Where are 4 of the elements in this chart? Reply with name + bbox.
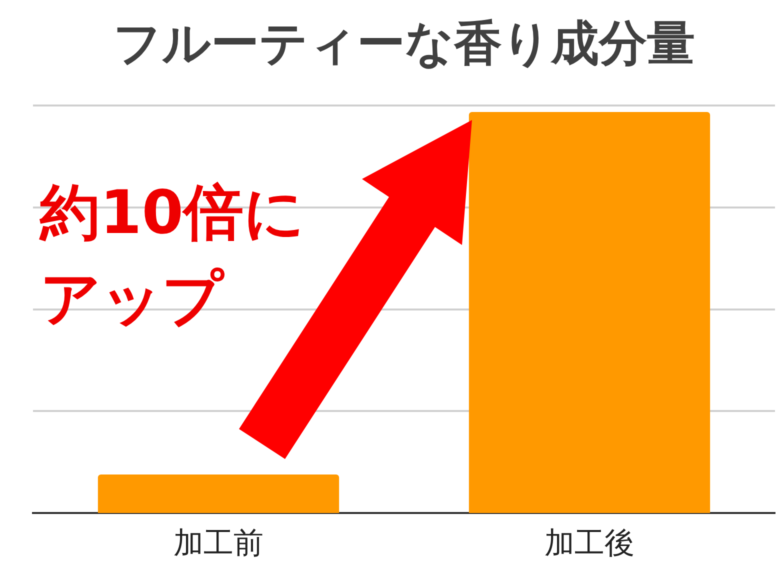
x-tick-label: 加工前 (174, 526, 264, 561)
annotation: 約10倍にアップ (40, 177, 306, 336)
chart-title: フルーティーな香り成分量 (113, 15, 695, 72)
x-tick-label: 加工後 (544, 526, 634, 561)
